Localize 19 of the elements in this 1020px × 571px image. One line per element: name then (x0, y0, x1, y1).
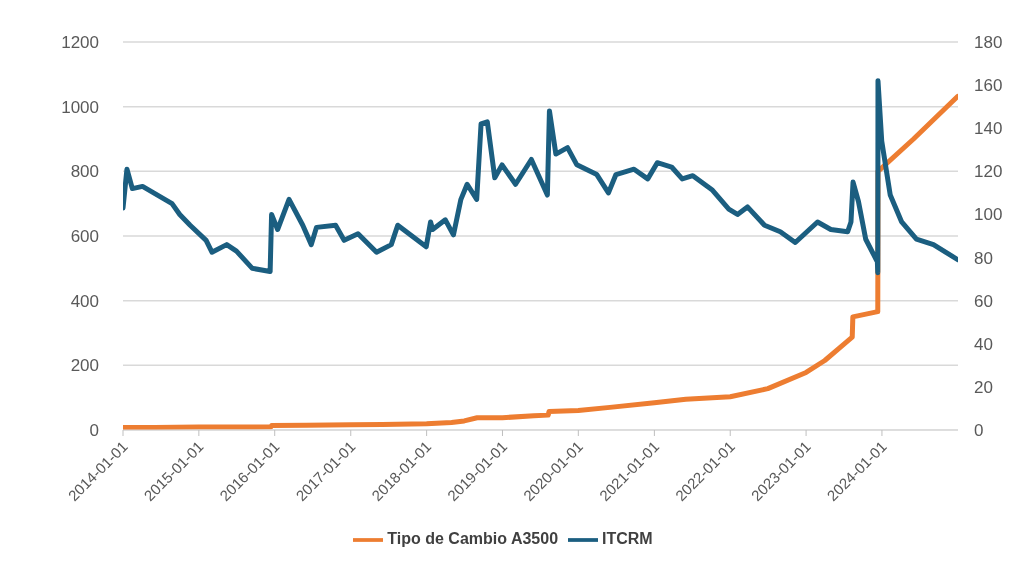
legend-label: ITCRM (602, 530, 653, 548)
y-tick-label: 400 (70, 291, 99, 311)
legend-label: Tipo de Cambio A3500 (387, 530, 559, 548)
y2-tick-label: 140 (974, 119, 1003, 139)
y-tick-label: 0 (89, 421, 99, 441)
y2-tick-label: 100 (974, 205, 1003, 225)
y2-tick-label: 20 (974, 377, 993, 397)
y-tick-label: 600 (70, 227, 99, 247)
y2-tick-label: 160 (974, 76, 1003, 96)
y2-tick-label: 120 (974, 162, 1003, 182)
y2-tick-label: 0 (974, 421, 984, 441)
y-tick-label: 1000 (61, 97, 99, 117)
y-tick-label: 200 (70, 356, 99, 376)
y2-tick-label: 40 (974, 334, 993, 354)
y-tick-label: 1200 (61, 33, 99, 53)
y2-tick-label: 80 (974, 248, 993, 268)
y-tick-label: 800 (70, 162, 99, 182)
y2-tick-label: 60 (974, 291, 993, 311)
y2-tick-label: 180 (974, 33, 1003, 53)
